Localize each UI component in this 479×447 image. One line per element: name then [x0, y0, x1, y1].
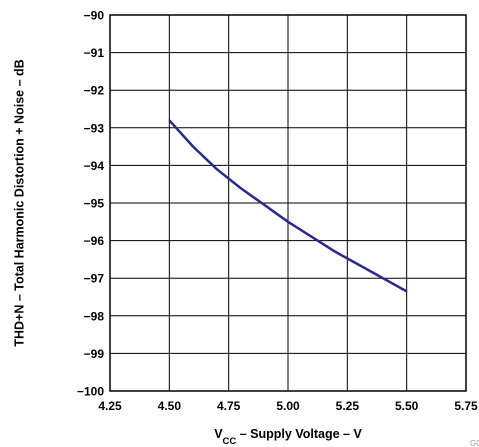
- watermark: G0: [470, 439, 479, 447]
- x-tick-label: 5.25: [336, 399, 360, 413]
- y-tick-label: −98: [84, 309, 105, 323]
- plot-frame: [109, 14, 467, 392]
- y-tick-label: −93: [84, 121, 105, 135]
- x-tick-label: 5.00: [276, 399, 300, 413]
- grid: [109, 14, 467, 392]
- series-line: [168, 119, 408, 293]
- y-tick-label: −90: [84, 9, 105, 23]
- x-axis-title: VCC – Supply Voltage – V: [214, 427, 362, 447]
- y-tick-label: −94: [84, 159, 105, 173]
- x-axis-title-prefix: V: [214, 427, 223, 441]
- x-tick-label: 4.25: [98, 399, 122, 413]
- y-tick-label: −100: [77, 385, 104, 399]
- x-tick-labels: 4.25 4.50 4.75 5.00 5.25 5.50 5.75: [98, 399, 478, 413]
- x-axis-title-suffix: – Supply Voltage – V: [236, 427, 362, 441]
- x-tick-label: 5.75: [454, 399, 478, 413]
- y-tick-label: −97: [84, 272, 105, 286]
- x-axis-title-subscript: CC: [223, 436, 237, 447]
- x-tick-label: 4.50: [158, 399, 182, 413]
- x-tick-label: 4.75: [217, 399, 241, 413]
- y-tick-label: −95: [84, 197, 105, 211]
- x-tick-label: 5.50: [395, 399, 419, 413]
- y-tick-label: −99: [84, 347, 105, 361]
- y-tick-label: −92: [84, 84, 105, 98]
- y-tick-labels: −90 −91 −92 −93 −94 −95 −96 −97 −98 −99 −100: [77, 9, 104, 399]
- series-group: [168, 119, 408, 293]
- y-tick-label: −96: [84, 234, 105, 248]
- y-tick-label: −91: [84, 46, 105, 60]
- y-axis-title: THD+N – Total Harmonic Distortion + Nois…: [12, 59, 26, 346]
